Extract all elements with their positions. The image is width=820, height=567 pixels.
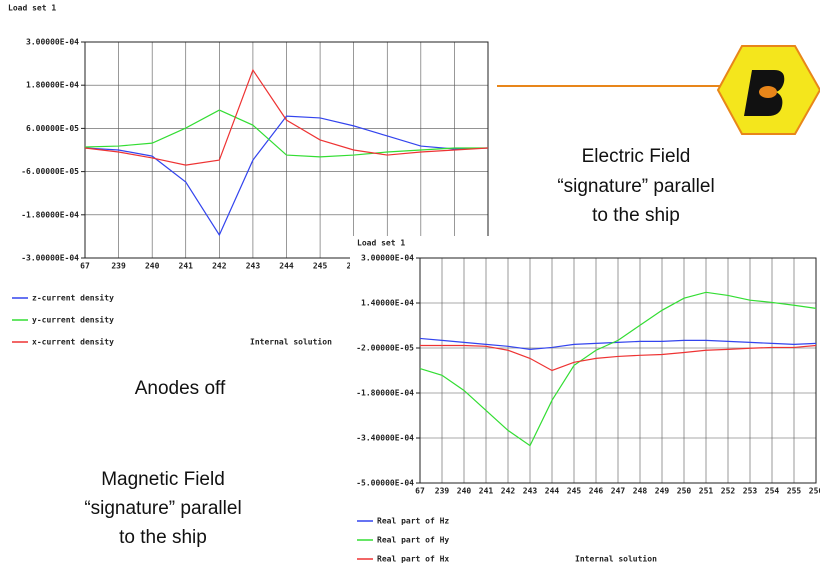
x-tick-label: 239	[435, 487, 450, 496]
y-tick-label: 3.00000E-04	[26, 38, 79, 47]
y-tick-label: -6.00000E-05	[21, 167, 79, 176]
x-tick-label: 245	[313, 262, 328, 271]
legend-label: z-current density	[32, 293, 114, 303]
electric-label: to the ship	[592, 205, 680, 226]
series-line	[419, 291, 817, 447]
x-tick-label: 247	[611, 487, 626, 496]
x-tick-label: 254	[765, 487, 780, 496]
series-line	[84, 115, 489, 237]
electric-label: Electric Field	[582, 146, 691, 167]
x-tick-label: 244	[545, 487, 560, 496]
y-tick-label: 1.80000E-04	[26, 81, 79, 90]
magnetic-label: “signature” parallel	[84, 498, 241, 519]
x-tick-label: 246	[589, 487, 604, 496]
series-line	[84, 109, 488, 158]
x-tick-label: 253	[743, 487, 758, 496]
y-tick-label: -3.00000E-04	[21, 254, 79, 263]
chart-title: Load set 1	[8, 4, 56, 13]
y-tick-label: -2.00000E-05	[356, 344, 414, 353]
y-tick-label: -3.40000E-04	[356, 434, 414, 443]
x-tick-label: 243	[246, 262, 261, 271]
x-tick-label: 243	[523, 487, 538, 496]
legend-label: Real part of Hz	[377, 517, 449, 526]
x-tick-label: 67	[415, 487, 425, 496]
x-tick-label: 249	[655, 487, 670, 496]
series-line	[420, 344, 817, 372]
x-tick-label: 255	[787, 487, 802, 496]
chart: Load set 1672392402412422432442452462472…	[8, 4, 495, 347]
legend-label: Real part of Hx	[377, 555, 449, 564]
x-tick-label: 256	[809, 487, 820, 496]
logo	[716, 45, 820, 135]
legend-label: x-current density	[32, 337, 114, 347]
legend-label: y-current density	[32, 315, 114, 325]
plot-frame	[84, 41, 489, 259]
series-line	[84, 68, 489, 166]
x-tick-label: 241	[179, 262, 194, 271]
y-tick-label: 6.00000E-05	[26, 124, 79, 133]
chart-title: Load set 1	[357, 239, 405, 248]
chart-background	[350, 236, 820, 567]
y-tick-label: -1.80000E-04	[21, 210, 79, 219]
x-tick-label: 248	[633, 487, 648, 496]
y-tick-label: -5.00000E-04	[356, 479, 414, 488]
x-tick-label: 252	[721, 487, 736, 496]
anodes-label: Anodes off	[135, 378, 226, 399]
x-tick-label: 244	[279, 262, 294, 271]
annotation: Internal solution	[575, 554, 657, 564]
annotation: Internal solution	[250, 337, 332, 347]
x-tick-label: 241	[479, 487, 494, 496]
plot-frame	[419, 257, 817, 484]
magnetic-label: Magnetic Field	[101, 469, 225, 490]
x-tick-label: 242	[212, 262, 227, 271]
x-tick-label: 67	[80, 262, 90, 271]
chart: Load set 1 67 239 240 241 242 243 244 245 246 247 2…	[350, 236, 820, 567]
x-tick-label: 240	[457, 487, 472, 496]
series-line	[419, 337, 817, 351]
y-tick-label: 3.00000E-04	[361, 254, 414, 263]
legend-label: Real part of Hy	[377, 536, 449, 545]
y-tick-label: -1.80000E-04	[356, 389, 414, 398]
x-tick-label: 240	[145, 262, 160, 271]
electric-label: “signature” parallel	[557, 176, 714, 197]
magnetic-label: to the ship	[119, 527, 207, 548]
y-tick-label: 1.40000E-04	[361, 299, 414, 308]
x-tick-label: 245	[567, 487, 582, 496]
x-tick-label: 251	[699, 487, 714, 496]
x-tick-label: 242	[501, 487, 516, 496]
x-tick-label: 239	[111, 262, 126, 271]
x-tick-label: 250	[677, 487, 692, 496]
